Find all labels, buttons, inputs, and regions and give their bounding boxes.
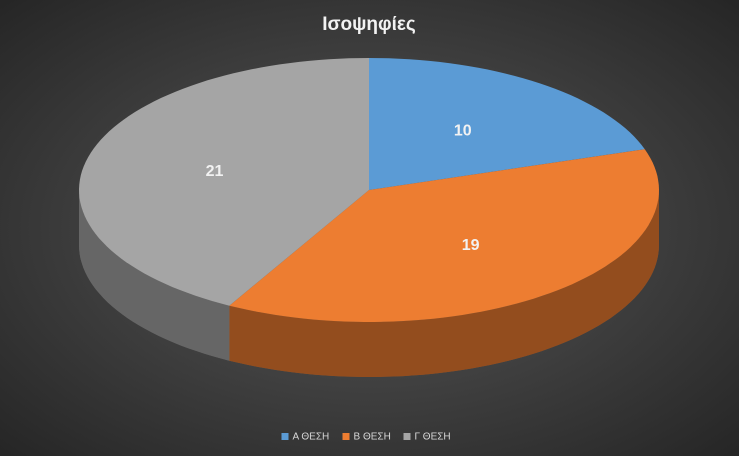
- slice-side-shade: [79, 190, 230, 361]
- legend-label: Α ΘΕΣΗ: [293, 432, 330, 443]
- slice: [369, 58, 645, 190]
- slice-side: [229, 190, 660, 377]
- pie: 10 19 21: [79, 58, 660, 377]
- legend: Α ΘΕΣΗ Β ΘΕΣΗ Γ ΘΕΣΗ: [281, 432, 451, 443]
- data-label: 10: [454, 122, 472, 139]
- slice: [229, 149, 660, 322]
- legend-swatch: [342, 433, 350, 440]
- slice-side: [79, 190, 230, 361]
- legend-swatch: [281, 433, 289, 440]
- data-label: 19: [462, 237, 480, 254]
- data-label: 21: [206, 163, 224, 180]
- slice: [79, 58, 369, 306]
- chart-title: Ισοψηφίες: [322, 14, 416, 35]
- legend-label: Γ ΘΕΣΗ: [415, 432, 451, 443]
- slice-side-shade: [229, 190, 660, 377]
- legend-swatch: [403, 433, 411, 440]
- legend-label: Β ΘΕΣΗ: [354, 432, 391, 443]
